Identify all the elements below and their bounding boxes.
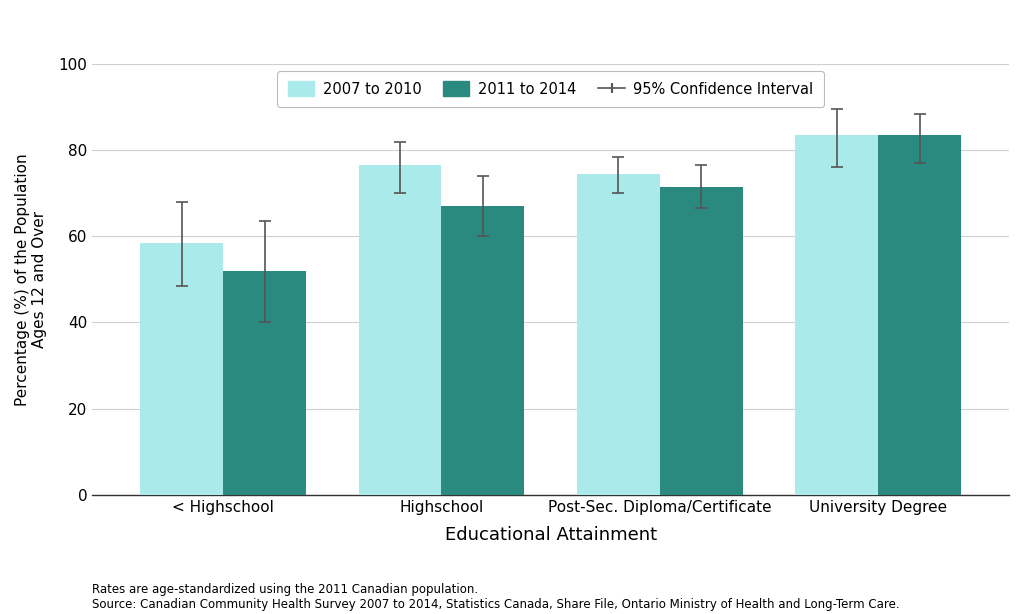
- Bar: [659, 187, 742, 495]
- Legend: 2007 to 2010, 2011 to 2014, 95% Confidence Interval: 2007 to 2010, 2011 to 2014, 95% Confiden…: [278, 71, 824, 107]
- Bar: [441, 206, 524, 495]
- Text: Source: Canadian Community Health Survey 2007 to 2014, Statistics Canada, Share : Source: Canadian Community Health Survey…: [92, 598, 900, 611]
- Y-axis label: Percentage (%) of the Population
Ages 12 and Over: Percentage (%) of the Population Ages 12…: [15, 153, 47, 406]
- Bar: [878, 135, 961, 495]
- Bar: [577, 174, 659, 495]
- Bar: [223, 271, 306, 495]
- Bar: [795, 135, 878, 495]
- Text: Rates are age-standardized using the 2011 Canadian population.: Rates are age-standardized using the 201…: [92, 583, 478, 596]
- X-axis label: Educational Attainment: Educational Attainment: [444, 526, 656, 544]
- Bar: [140, 243, 223, 495]
- Bar: [358, 165, 441, 495]
